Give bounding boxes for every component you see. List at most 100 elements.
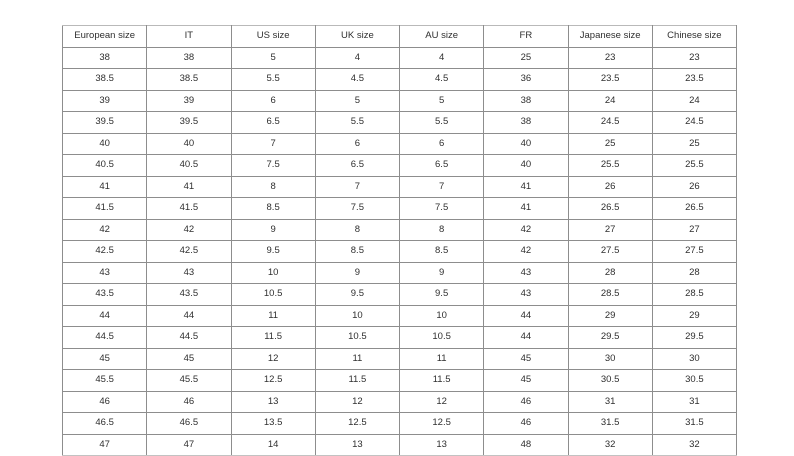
table-cell: 7.5	[230, 154, 316, 177]
table-cell: 32	[651, 433, 738, 456]
table-cell: 43	[483, 283, 569, 306]
table-cell: 6	[230, 89, 316, 112]
table-cell: 26	[567, 175, 653, 198]
table-cell: 45.5	[146, 369, 232, 392]
table-cell: 6.5	[230, 111, 316, 134]
table-cell: 44	[61, 304, 148, 327]
table-row: 43 43 10 9 9 43 28 28	[61, 261, 738, 284]
table-cell: 29.5	[567, 326, 653, 349]
table-cell: 27	[651, 218, 738, 241]
table-cell: 10.5	[230, 283, 316, 306]
table-cell: 44.5	[61, 326, 148, 349]
table-cell: 26	[651, 175, 738, 198]
table-cell: 7	[314, 175, 401, 198]
table-cell: 7.5	[314, 197, 401, 220]
table-cell: 28	[567, 261, 653, 284]
table-cell: 45	[146, 347, 232, 370]
table-cell: 45	[483, 369, 569, 392]
table-cell: 11.5	[230, 326, 316, 349]
table-cell: 38	[146, 46, 232, 69]
table-cell: 41.5	[146, 197, 232, 220]
table-cell: 27.5	[567, 240, 653, 263]
table-cell: 10.5	[314, 326, 401, 349]
table-cell: 46.5	[61, 412, 148, 435]
table-cell: 31	[651, 390, 738, 413]
size-chart-container: European size IT US size UK size AU size FR Ja…	[61, 25, 738, 456]
table-cell: 29	[567, 304, 653, 327]
table-cell: 42.5	[61, 240, 148, 263]
table-cell: 41	[483, 175, 569, 198]
table-cell: 42	[146, 218, 232, 241]
table-cell: 31.5	[651, 412, 738, 435]
table-cell: 9.5	[314, 283, 401, 306]
table-cell: 40.5	[146, 154, 232, 177]
table-cell: 10.5	[398, 326, 485, 349]
table-cell: 38.5	[146, 68, 232, 91]
table-cell: 8.5	[230, 197, 316, 220]
table-cell: 46	[483, 412, 569, 435]
table-cell: 14	[230, 433, 316, 456]
table-cell: 12	[314, 390, 401, 413]
column-header-fr: FR	[483, 25, 569, 48]
table-row: 40.5 40.5 7.5 6.5 6.5 40 25.5 25.5	[61, 154, 738, 177]
table-cell: 29	[651, 304, 738, 327]
table-row: 39 39 6 5 5 38 24 24	[61, 89, 738, 112]
table-cell: 9	[314, 261, 401, 284]
column-header-us-size: US size	[230, 25, 316, 48]
table-cell: 39.5	[146, 111, 232, 134]
table-cell: 32	[567, 433, 653, 456]
table-cell: 40	[483, 154, 569, 177]
table-cell: 10	[398, 304, 485, 327]
table-cell: 9	[398, 261, 485, 284]
table-cell: 4.5	[398, 68, 485, 91]
table-cell: 24	[651, 89, 738, 112]
table-cell: 40	[61, 132, 148, 155]
table-cell: 11.5	[398, 369, 485, 392]
table-row: 44 44 11 10 10 44 29 29	[61, 304, 738, 327]
table-row: 45 45 12 11 11 45 30 30	[61, 347, 738, 370]
table-row: 41 41 8 7 7 41 26 26	[61, 175, 738, 198]
table-cell: 38	[483, 111, 569, 134]
table-row: 38.5 38.5 5.5 4.5 4.5 36 23.5 23.5	[61, 68, 738, 91]
table-row: 43.5 43.5 10.5 9.5 9.5 43 28.5 28.5	[61, 283, 738, 306]
table-cell: 8.5	[314, 240, 401, 263]
column-header-japanese-size: Japanese size	[567, 25, 653, 48]
table-header-row: European size IT US size UK size AU size FR Ja…	[61, 25, 738, 48]
table-cell: 41	[483, 197, 569, 220]
table-row: 42 42 9 8 8 42 27 27	[61, 218, 738, 241]
table-cell: 39.5	[61, 111, 148, 134]
table-cell: 8.5	[398, 240, 485, 263]
table-cell: 25	[567, 132, 653, 155]
table-cell: 38.5	[61, 68, 148, 91]
column-header-chinese-size: Chinese size	[651, 25, 738, 48]
table-cell: 25	[651, 132, 738, 155]
table-cell: 39	[61, 89, 148, 112]
table-row: 41.5 41.5 8.5 7.5 7.5 41 26.5 26.5	[61, 197, 738, 220]
table-row: 44.5 44.5 11.5 10.5 10.5 44 29.5 29.5	[61, 326, 738, 349]
table-cell: 5.5	[398, 111, 485, 134]
table-cell: 13	[230, 390, 316, 413]
table-cell: 8	[230, 175, 316, 198]
table-cell: 25.5	[567, 154, 653, 177]
column-header-it: IT	[146, 25, 232, 48]
table-cell: 10	[314, 304, 401, 327]
table-cell: 26.5	[567, 197, 653, 220]
table-cell: 26.5	[651, 197, 738, 220]
table-cell: 43	[61, 261, 148, 284]
table-cell: 40	[146, 132, 232, 155]
table-cell: 42	[483, 240, 569, 263]
table-cell: 46	[146, 390, 232, 413]
table-row: 45.5 45.5 12.5 11.5 11.5 45 30.5 30.5	[61, 369, 738, 392]
table-cell: 24.5	[651, 111, 738, 134]
table-cell: 11	[398, 347, 485, 370]
table-cell: 44	[146, 304, 232, 327]
table-cell: 8	[314, 218, 401, 241]
table-cell: 39	[146, 89, 232, 112]
table-cell: 31	[567, 390, 653, 413]
table-cell: 6	[314, 132, 401, 155]
table-row: 46 46 13 12 12 46 31 31	[61, 390, 738, 413]
table-cell: 42.5	[146, 240, 232, 263]
table-cell: 7	[398, 175, 485, 198]
table-cell: 6	[398, 132, 485, 155]
table-cell: 5.5	[230, 68, 316, 91]
